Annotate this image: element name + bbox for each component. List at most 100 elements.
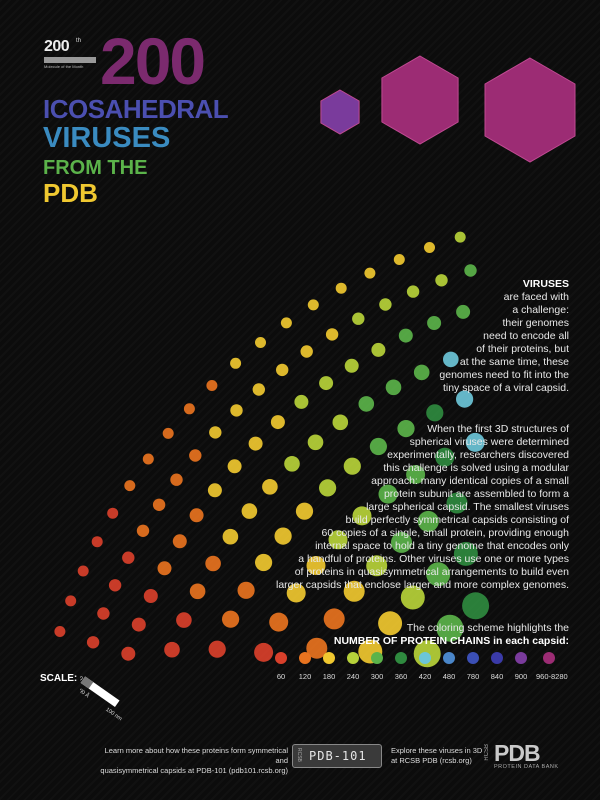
pdb-logo-text: PDB (494, 740, 541, 766)
legend-item: 120 (292, 652, 318, 681)
body-line: build perfectly symmetrical capsids cons… (345, 514, 569, 526)
legend-label: 960-8280 (536, 672, 568, 681)
virus-capsid (209, 426, 222, 439)
body-paragraph: When the first 3D structures of spherica… (269, 423, 569, 592)
scale-tick-1: 100 Å (80, 685, 91, 699)
virus-capsid (306, 556, 326, 575)
virus-capsid (230, 357, 242, 369)
virus-capsid (391, 531, 412, 553)
virus-capsid (332, 414, 349, 431)
virus-capsid (241, 503, 258, 519)
coloring-line-1: The coloring scheme highlights the (406, 622, 569, 634)
virus-capsid (222, 528, 239, 545)
scale-label: SCALE: (40, 673, 78, 684)
virus-capsid (343, 457, 361, 475)
body-line: 60 copies of a single, small protein, pr… (321, 527, 570, 539)
virus-capsid (436, 614, 464, 642)
badge-subtitle: Molecule of the Month (44, 64, 84, 69)
title-line-2: VIRUSES (43, 122, 171, 154)
virus-capsid (189, 449, 202, 462)
body-line: approach: many identical copies of a sma… (371, 475, 569, 487)
body-line: larger capsids that enclose larger and m… (276, 579, 569, 591)
virus-capsid (424, 242, 435, 253)
rcsb-pdb-logo[interactable]: RCSB PDB PROTEIN DATA BANK (482, 742, 572, 772)
pdb101-link-button[interactable]: RCSB PDB-101 (292, 744, 382, 768)
footer-mid-text: Explore these viruses in 3D at RCSB PDB … (391, 746, 491, 766)
virus-capsid (435, 447, 455, 467)
virus-capsid (276, 363, 289, 377)
scale-bar: 0 100 Å 100 nm (80, 676, 123, 723)
protein-chain-legend: 60 120 180 240 300 360 420 480 780 840 900 960-8280 (268, 652, 568, 684)
virus-capsid (248, 436, 263, 451)
scale-bar-segment (80, 676, 94, 689)
virus-capsid (453, 541, 478, 566)
virus-capsid (344, 358, 359, 373)
title-line-4: PDB (43, 178, 98, 208)
intro-line: at the same time, these (459, 356, 569, 368)
virus-capsid (157, 561, 172, 576)
intro-line: genomes need to fit into the (439, 369, 569, 381)
badge-ribbon (44, 57, 96, 63)
intro-line: of their proteins, but (476, 343, 569, 355)
legend-swatch (467, 652, 479, 664)
virus-capsid (91, 536, 103, 548)
scale-tick-2: 100 nm (104, 707, 123, 723)
virus-capsid (366, 555, 388, 577)
rcsb-logo-side-text: RCSB (484, 744, 490, 761)
large-virus-capsid (320, 89, 360, 135)
virus-capsid (255, 553, 273, 572)
virus-capsid (208, 640, 226, 658)
large-virus-capsid (484, 57, 576, 163)
virus-capsid (306, 637, 328, 659)
virus-capsid (207, 483, 222, 498)
legend-item: 840 (484, 652, 510, 681)
title-number: 200 (100, 24, 206, 98)
molecule-of-the-month-badge: 200 th Molecule of the Month (44, 38, 96, 70)
legend-label: 360 (394, 672, 408, 681)
body-line: internal space to hold a tiny genome tha… (315, 540, 569, 552)
virus-capsid (54, 626, 66, 637)
virus-capsid (183, 403, 195, 415)
virus-capsid (172, 534, 187, 549)
body-line: protein subunit are assembled to form a (383, 488, 569, 500)
virus-capsid (142, 453, 154, 465)
virus-capsid (307, 299, 319, 311)
footer: Learn more about how these proteins form… (0, 738, 600, 800)
badge-number: 200 (44, 38, 70, 55)
scale-tick-0: 0 (80, 676, 84, 683)
virus-capsid (400, 585, 425, 610)
virus-capsid (295, 502, 314, 520)
virus-capsid (270, 415, 285, 430)
legend-item: 240 (340, 652, 366, 681)
virus-capsid (189, 508, 204, 523)
virus-capsid (170, 473, 183, 486)
coloring-line-2: NUMBER OF PROTEIN CHAINS in each capsid: (333, 635, 569, 647)
virus-capsid (300, 345, 313, 358)
legend-item: 420 (412, 652, 438, 681)
coloring-note: The coloring scheme highlights the NUMBE… (269, 622, 569, 648)
virus-capsid (358, 396, 375, 412)
pdb101-button-side-text: RCSB (296, 748, 302, 762)
virus-capsid (352, 312, 365, 325)
virus-capsid (379, 298, 392, 311)
legend-label: 60 (276, 672, 286, 681)
virus-capsid (323, 608, 345, 630)
pdb-logo-subtitle: PROTEIN DATA BANK (494, 764, 559, 770)
virus-capsid (319, 376, 334, 391)
virus-capsid (456, 390, 474, 408)
virus-capsid (465, 432, 485, 452)
legend-label: 240 (346, 672, 360, 681)
legend-label: 840 (490, 672, 504, 681)
virus-capsid (307, 434, 324, 451)
intro-paragraph: VIRUSES are faced with a challenge: thei… (369, 278, 569, 395)
badge-superscript: th (76, 38, 82, 44)
legend-label: 300 (370, 672, 384, 681)
virus-capsid (369, 437, 387, 456)
virus-capsid (107, 507, 119, 519)
virus-capsid (252, 383, 265, 396)
legend-swatch (419, 652, 431, 664)
legend-item: 960-8280 (536, 652, 568, 681)
legend-item: 780 (460, 652, 486, 681)
virus-capsid (176, 612, 192, 628)
